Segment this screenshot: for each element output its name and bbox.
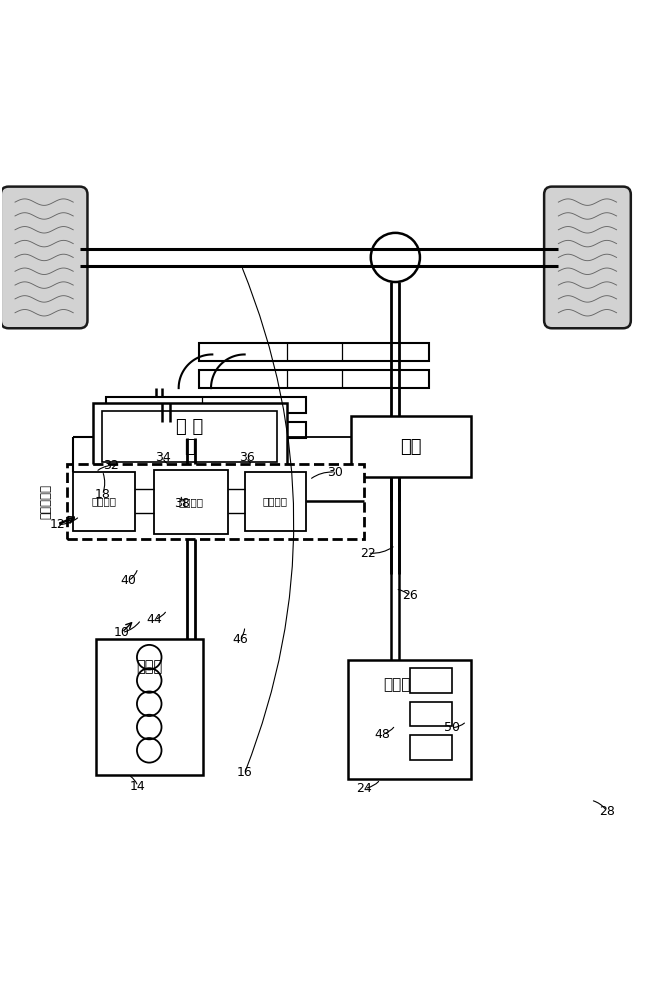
Bar: [67, 464, 365, 539]
Bar: [154, 470, 229, 534]
Text: 马达: 马达: [400, 438, 422, 456]
Text: 36: 36: [239, 451, 255, 464]
Bar: [409, 702, 452, 726]
Text: 24: 24: [357, 782, 372, 795]
Bar: [105, 422, 306, 438]
Text: 发动机: 发动机: [136, 659, 162, 674]
Text: 38: 38: [174, 497, 190, 510]
Text: 发 电
机: 发 电 机: [176, 418, 203, 456]
Text: 40: 40: [120, 574, 136, 587]
Text: 12: 12: [49, 518, 65, 531]
FancyBboxPatch shape: [1, 187, 87, 328]
Bar: [96, 639, 202, 775]
Text: 30: 30: [327, 466, 343, 479]
Bar: [102, 411, 277, 462]
Bar: [92, 403, 286, 471]
Text: 44: 44: [146, 613, 162, 626]
Text: 34: 34: [155, 451, 171, 464]
Text: 14: 14: [130, 780, 146, 793]
Bar: [409, 735, 452, 760]
Text: 18: 18: [94, 488, 110, 501]
Text: 10: 10: [114, 626, 130, 639]
Text: 50: 50: [443, 721, 460, 734]
Bar: [245, 472, 306, 531]
FancyBboxPatch shape: [544, 187, 631, 328]
Bar: [199, 343, 429, 361]
Text: 行星齿轮组: 行星齿轮组: [40, 484, 53, 519]
Text: 环形齿轮: 环形齿轮: [263, 496, 288, 506]
Text: 46: 46: [232, 633, 248, 646]
Bar: [352, 416, 471, 477]
Bar: [409, 668, 452, 693]
Text: 电池组: 电池组: [383, 677, 411, 692]
Text: 26: 26: [402, 589, 417, 602]
Bar: [73, 472, 135, 531]
Bar: [199, 370, 429, 388]
Text: 48: 48: [374, 728, 391, 741]
Text: 中心齿轮: 中心齿轮: [179, 497, 204, 507]
Text: 环形齿轮: 环形齿轮: [91, 496, 117, 506]
Text: 32: 32: [103, 459, 118, 472]
Bar: [348, 660, 471, 779]
Text: 22: 22: [359, 547, 376, 560]
Text: 28: 28: [599, 805, 615, 818]
Text: 16: 16: [237, 766, 253, 779]
Bar: [105, 397, 306, 413]
